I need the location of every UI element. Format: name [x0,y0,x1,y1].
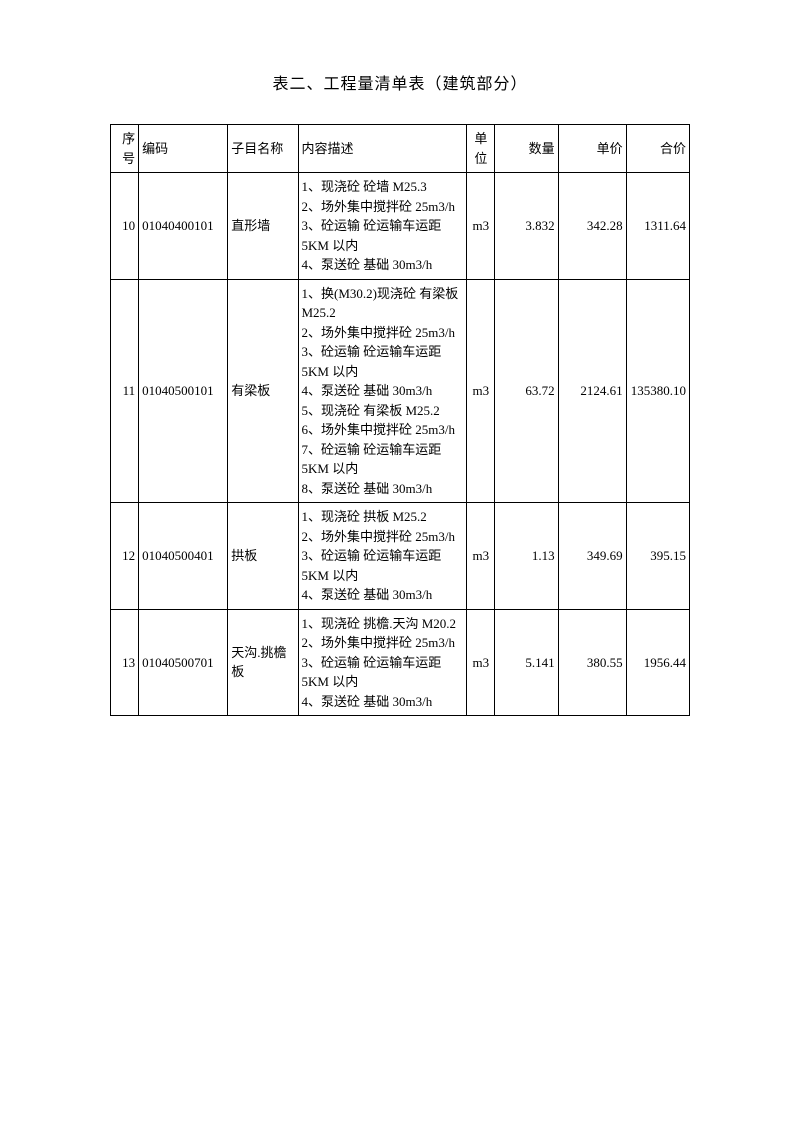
cell-name: 天沟.挑檐板 [228,609,298,716]
cell-total: 1311.64 [626,173,689,280]
header-name: 子目名称 [228,125,298,173]
cell-seq: 12 [111,503,139,610]
cell-desc: 1、现浇砼 砼墙 M25.3 2、场外集中搅拌砼 25m3/h 3、砼运输 砼运… [298,173,467,280]
cell-qty: 1.13 [495,503,558,610]
cell-code: 01040500401 [139,503,228,610]
table-header-row: 序号 编码 子目名称 内容描述 单位 数量 单价 合价 [111,125,690,173]
header-price: 单价 [558,125,626,173]
table-row: 11 01040500101 有梁板 1、换(M30.2)现浇砼 有梁板 M25… [111,279,690,503]
cell-seq: 10 [111,173,139,280]
cell-total: 395.15 [626,503,689,610]
header-total: 合价 [626,125,689,173]
cell-qty: 5.141 [495,609,558,716]
cell-code: 01040500101 [139,279,228,503]
header-qty: 数量 [495,125,558,173]
cell-price: 349.69 [558,503,626,610]
cell-qty: 3.832 [495,173,558,280]
cell-code: 01040400101 [139,173,228,280]
header-code: 编码 [139,125,228,173]
cell-total: 1956.44 [626,609,689,716]
table-row: 10 01040400101 直形墙 1、现浇砼 砼墙 M25.3 2、场外集中… [111,173,690,280]
cell-name: 直形墙 [228,173,298,280]
bill-of-quantities-table: 序号 编码 子目名称 内容描述 单位 数量 单价 合价 10 010404001… [110,124,690,716]
cell-desc: 1、现浇砼 拱板 M25.2 2、场外集中搅拌砼 25m3/h 3、砼运输 砼运… [298,503,467,610]
cell-unit: m3 [467,503,495,610]
table-row: 12 01040500401 拱板 1、现浇砼 拱板 M25.2 2、场外集中搅… [111,503,690,610]
page-title: 表二、工程量清单表（建筑部分） [0,70,800,94]
cell-seq: 11 [111,279,139,503]
cell-unit: m3 [467,609,495,716]
cell-code: 01040500701 [139,609,228,716]
table-row: 13 01040500701 天沟.挑檐板 1、现浇砼 挑檐.天沟 M20.2 … [111,609,690,716]
cell-price: 380.55 [558,609,626,716]
header-seq: 序号 [111,125,139,173]
cell-unit: m3 [467,279,495,503]
cell-desc: 1、现浇砼 挑檐.天沟 M20.2 2、场外集中搅拌砼 25m3/h 3、砼运输… [298,609,467,716]
header-desc: 内容描述 [298,125,467,173]
cell-seq: 13 [111,609,139,716]
cell-desc: 1、换(M30.2)现浇砼 有梁板 M25.2 2、场外集中搅拌砼 25m3/h… [298,279,467,503]
cell-unit: m3 [467,173,495,280]
cell-total: 135380.10 [626,279,689,503]
cell-price: 342.28 [558,173,626,280]
header-unit: 单位 [467,125,495,173]
cell-name: 有梁板 [228,279,298,503]
cell-name: 拱板 [228,503,298,610]
cell-qty: 63.72 [495,279,558,503]
cell-price: 2124.61 [558,279,626,503]
